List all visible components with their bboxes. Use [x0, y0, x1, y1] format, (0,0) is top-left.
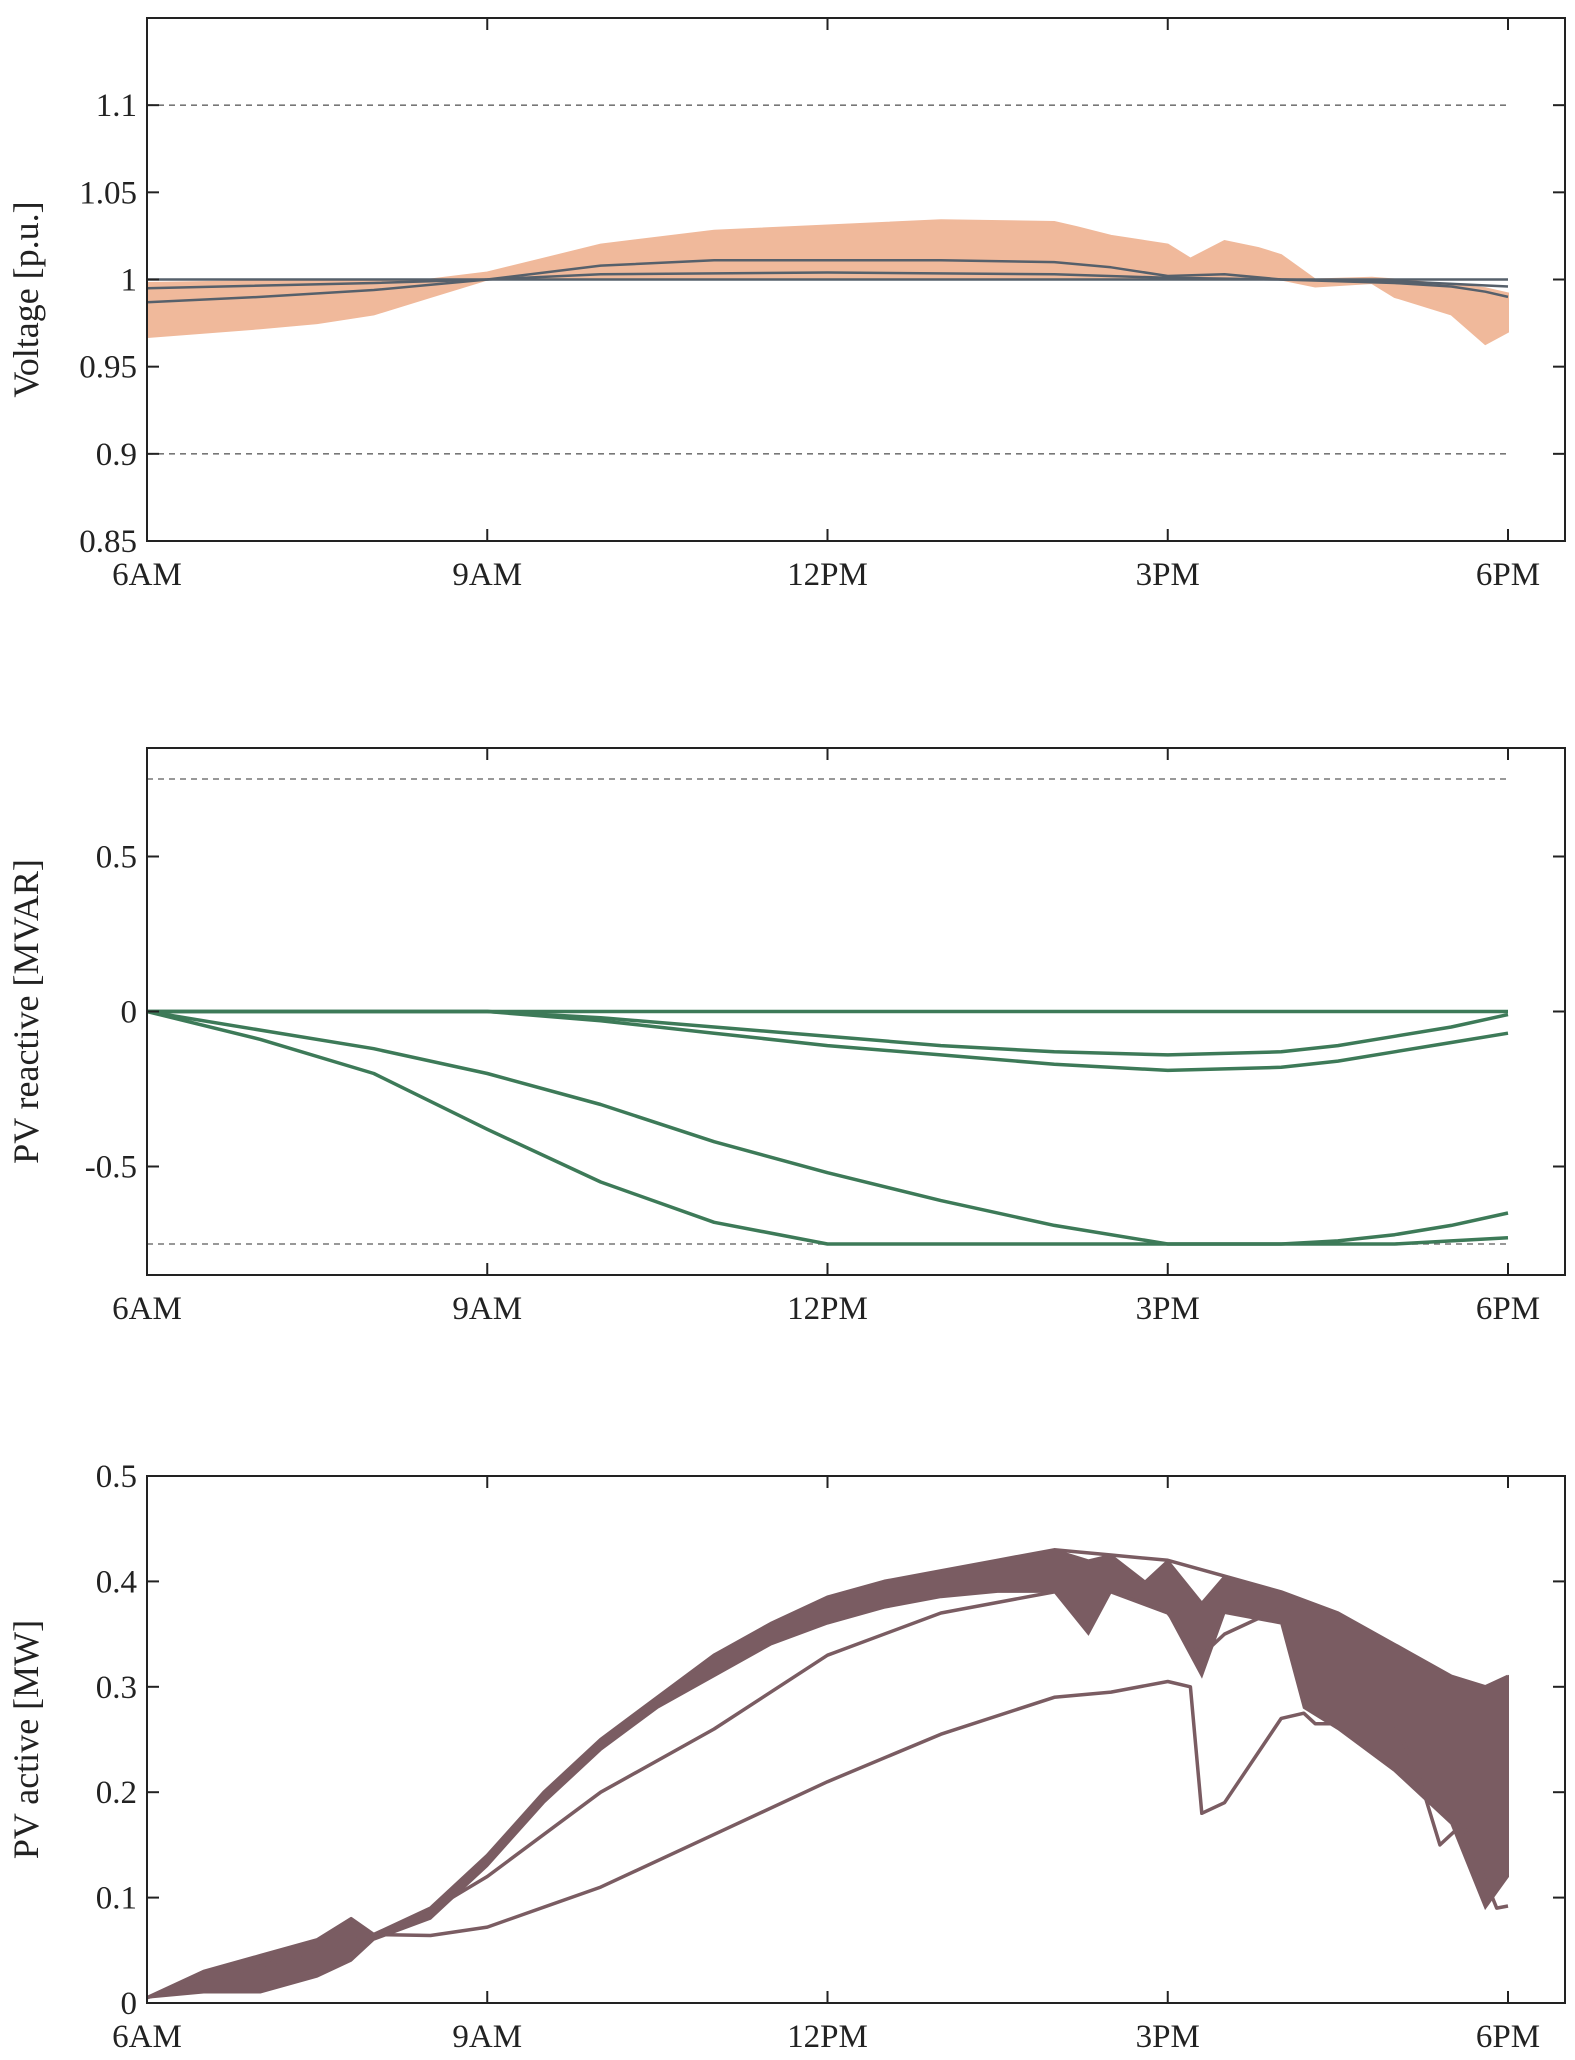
y-tick-label: 0.9 [96, 437, 137, 473]
y-tick-label: 0.3 [96, 1670, 137, 1706]
x-tick-label: 12PM [787, 2019, 868, 2055]
series-line-3 [146, 271, 1509, 290]
x-tick-label: 6AM [112, 1291, 182, 1327]
y-tick-label: 0.2 [96, 1775, 137, 1811]
envelope-band [146, 219, 1509, 346]
y-tick-label: 1.1 [96, 88, 137, 124]
x-tick-label: 9AM [452, 1291, 522, 1327]
y-axis-label: PV active [MW] [6, 1620, 46, 1859]
x-tick-label: 3PM [1136, 2019, 1200, 2055]
y-tick-label: 0.5 [96, 840, 137, 876]
series-line-2 [147, 1009, 1509, 1057]
chart-panel-2: 6AM 9AM 12PM 3PM 6PM -0.5 0 0.5 PV reactive [MVA… [6, 747, 1566, 1327]
x-tick-label: 12PM [787, 557, 868, 593]
y-tick-label: 1 [121, 263, 138, 299]
series-line-3 [147, 1009, 1509, 1073]
y-tick-label: 0 [121, 1986, 138, 2022]
y-axis-label: Voltage [p.u.] [6, 201, 46, 397]
x-tick-label: 3PM [1136, 557, 1200, 593]
series-line-5 [146, 1009, 1509, 1246]
axes-box [146, 1475, 1566, 2004]
y-tick-label: 0 [121, 995, 138, 1031]
envelope-band [146, 1548, 1509, 1999]
x-tick-label: 12PM [787, 1291, 868, 1327]
series-line-2 [407, 1590, 1282, 1926]
y-tick-label: 0.4 [96, 1564, 137, 1600]
y-axis-label: PV reactive [MVAR] [6, 859, 46, 1164]
y-tick-label: 1.05 [79, 175, 137, 211]
x-tick-label: 9AM [452, 2019, 522, 2055]
x-tick-label: 6PM [1476, 2019, 1540, 2055]
series-line-3 [146, 1679, 1509, 2000]
x-tick-label: 9AM [452, 557, 522, 593]
y-tick-label: -0.5 [85, 1150, 137, 1186]
y-tick-label: 0.85 [79, 524, 137, 560]
series-line-4 [146, 1009, 1509, 1246]
x-tick-label: 6PM [1476, 1291, 1540, 1327]
y-tick-label: 0.5 [96, 1459, 137, 1495]
x-tick-label: 6PM [1476, 557, 1540, 593]
x-tick-label: 6AM [112, 2019, 182, 2055]
y-tick-label: 0.95 [79, 350, 137, 386]
chart-panel-3: 6AM 9AM 12PM 3PM 6PM 0 0.1 0.2 0.3 0.4 0.5 PV activ… [6, 1459, 1566, 2055]
y-tick-label: 0.1 [96, 1881, 137, 1917]
x-tick-label: 3PM [1136, 1291, 1200, 1327]
chart-panel-1: 6AM 9AM 12PM 3PM 6PM 0.85 0.9 0.95 1 1.05 1.1 Volta… [6, 17, 1566, 593]
series-line-1 [146, 1548, 1509, 2000]
series-line-2 [146, 259, 1509, 304]
x-tick-label: 6AM [112, 557, 182, 593]
